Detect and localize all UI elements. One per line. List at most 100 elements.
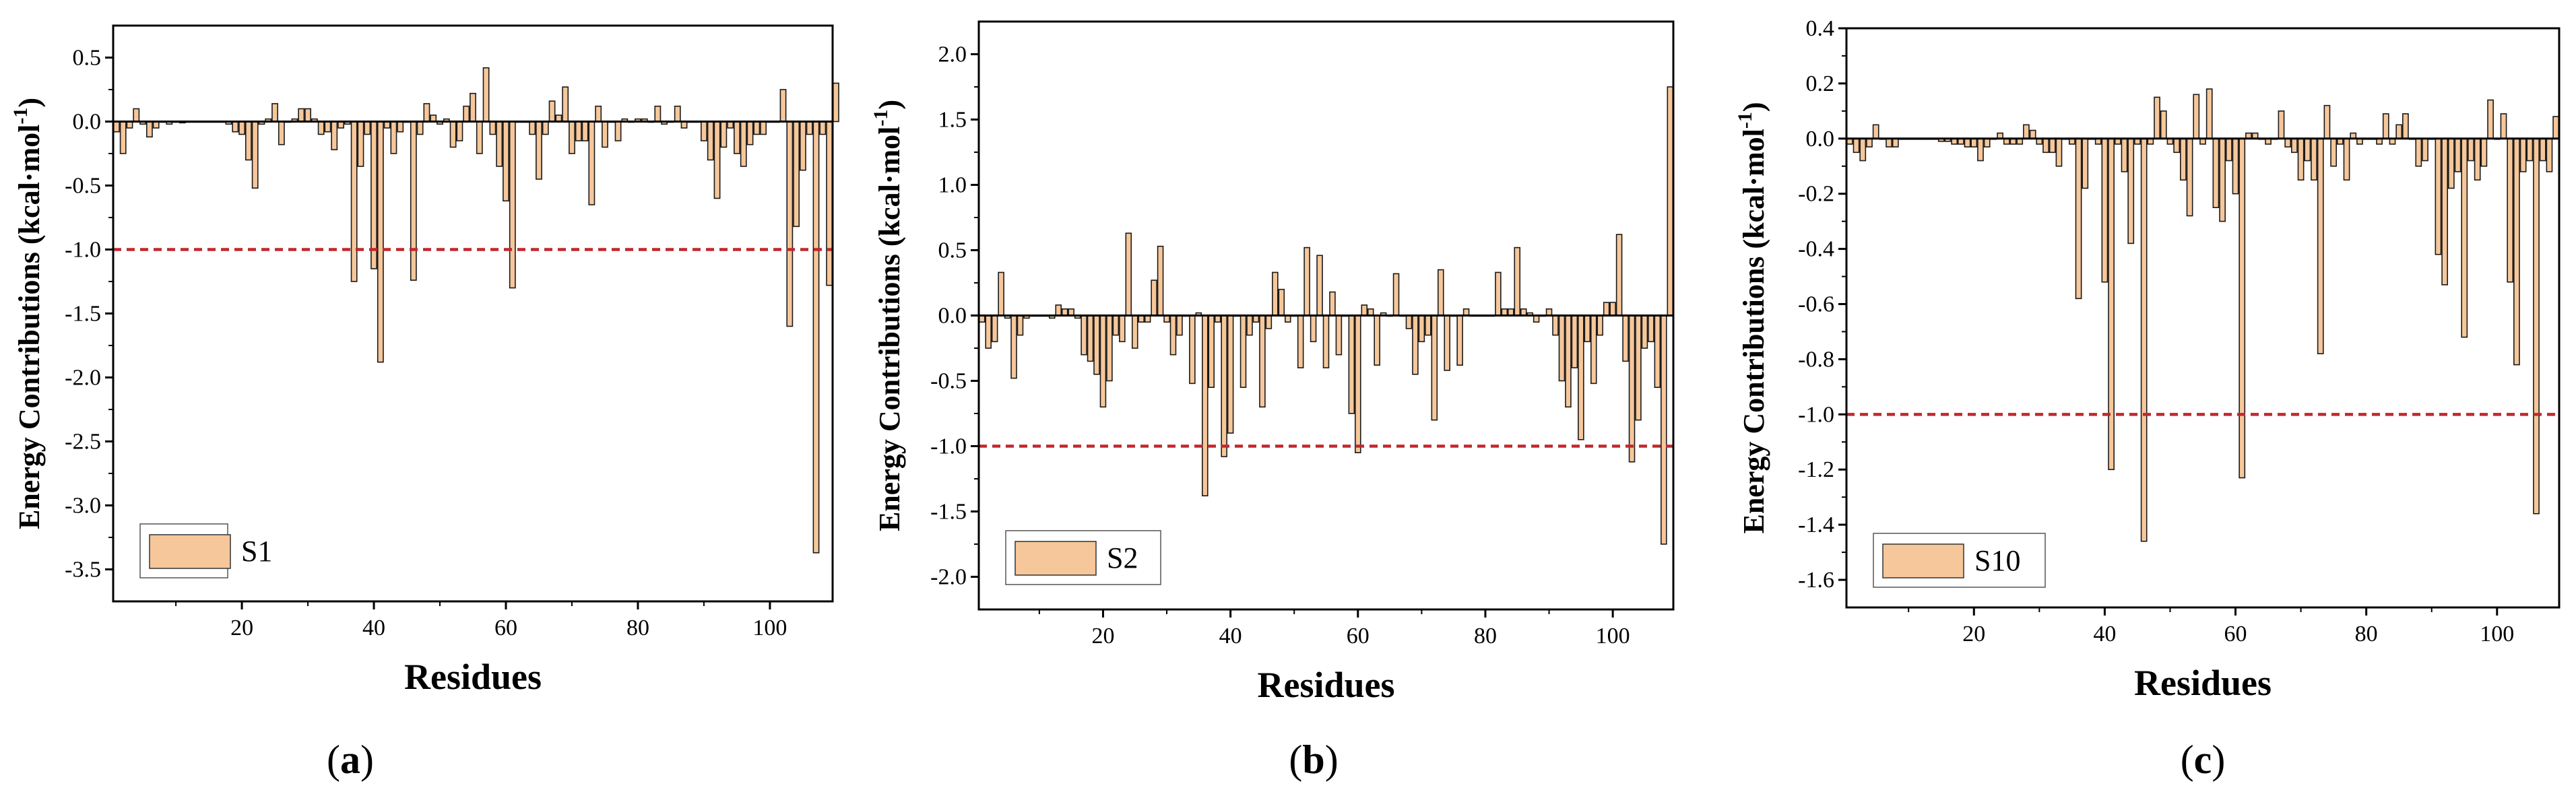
bar-residue-44: Residue 44: -0.38 <box>2127 138 2135 244</box>
bar-residue-51: Residue 51: -0.4 <box>1297 314 1304 368</box>
x-tick-label: 20 <box>1091 624 1114 649</box>
legend-swatch <box>149 534 231 569</box>
bar-residue-91: Residue 91: -0.15 <box>1552 314 1559 336</box>
bar-residue-67: Residue 67: 0.16 <box>548 100 556 123</box>
bar-residue-106: Residue 106: -0.1 <box>806 121 813 135</box>
x-tick-label: 60 <box>494 616 517 640</box>
bar-residue-96: Residue 96: -0.35 <box>740 121 747 167</box>
bar-residue-102: Residue 102: -0.52 <box>2507 138 2514 283</box>
bar-residue-37: Residue 37: -1.25 <box>350 121 358 282</box>
bar-residue-56: Residue 56: 0.18 <box>2205 88 2213 139</box>
bar-residue-91: Residue 91: -0.3 <box>707 121 714 161</box>
bar-residue-19: Residue 19: -0.45 <box>1093 314 1100 375</box>
bar-residue-54: Residue 54: 0.12 <box>463 105 470 123</box>
x-tick-label: 60 <box>1347 624 1370 649</box>
bar-residue-83: Residue 83: 0.09 <box>2382 113 2389 139</box>
bar-residue-106: Residue 106: -1.36 <box>2533 138 2540 515</box>
bar-residue-32: Residue 32: -0.05 <box>2049 138 2056 154</box>
bar-residue-20: Residue 20: -0.1 <box>238 121 245 135</box>
bar-residue-38: Residue 38: -0.35 <box>357 121 364 167</box>
bar-residue-73: Residue 73: -0.65 <box>588 121 595 205</box>
bar-residue-108: Residue 108: -0.12 <box>2546 138 2553 172</box>
y-tick-label: -2.0 <box>930 565 967 590</box>
bar-residue-99: Residue 99: 0.1 <box>1603 302 1610 317</box>
bar-residue-24: Residue 24: 0.63 <box>1125 232 1132 317</box>
bar-residue-48: Residue 48: 0.14 <box>423 103 430 123</box>
legend-swatch <box>1015 541 1097 576</box>
x-tick-label: 20 <box>1962 622 1985 646</box>
bar-residue-40: Residue 40: -1.15 <box>371 121 377 269</box>
bar-residue-36: Residue 36: -0.58 <box>2075 138 2082 300</box>
bar-residue-7: Residue 7: -0.15 <box>1017 314 1024 336</box>
y-tick-label: -0.8 <box>1798 347 1834 372</box>
bar-residue-104: Residue 104: -0.12 <box>2519 138 2527 172</box>
y-tick-label: 2.0 <box>938 42 967 67</box>
bar-residue-77: Residue 77: -0.15 <box>614 121 622 141</box>
bar-residue-52: Residue 52: 0.52 <box>1303 246 1310 317</box>
bar-residue-13: Residue 13: 0.08 <box>1055 304 1062 317</box>
bar-residue-105: Residue 105: -0.38 <box>799 121 806 171</box>
bar-residue-2: Residue 2: -0.25 <box>985 314 992 349</box>
bar-residue-110: Residue 110: 0.3 <box>832 82 839 123</box>
bar-residue-74: Residue 74: 0.12 <box>595 105 602 123</box>
bar-residue-65: Residue 65: -0.45 <box>536 121 542 180</box>
bar-residue-66: Residue 66: -0.1 <box>542 121 549 135</box>
bar-residue-68: Residue 68: -0.03 <box>2284 138 2292 147</box>
bar-residue-4: Residue 4: 0.33 <box>998 271 1004 317</box>
bar-residue-108: Residue 108: -0.1 <box>819 121 827 135</box>
bar-residue-40: Residue 40: -0.9 <box>1227 314 1234 434</box>
bar-residue-107: Residue 107: -0.08 <box>2539 138 2546 162</box>
bar-residue-43: Residue 43: -0.25 <box>390 121 397 154</box>
bar-residue-18: Residue 18: -0.35 <box>1087 314 1094 362</box>
bar-residue-92: Residue 92: -0.5 <box>1558 314 1566 382</box>
bar-residue-41: Residue 41: -1.88 <box>377 121 384 363</box>
bar-residue-71: Residue 71: -0.15 <box>1425 314 1431 336</box>
bar-residue-37: Residue 37: -0.18 <box>2082 138 2089 189</box>
bar-residue-20: Residue 20: -0.03 <box>1970 138 1978 147</box>
bar-residue-59: Residue 59: -0.08 <box>2225 138 2232 162</box>
bar-residue-22: Residue 22: -0.15 <box>1112 314 1120 336</box>
bar-residue-97: Residue 97: -0.18 <box>746 121 754 145</box>
bar-residue-7: Residue 7: -0.03 <box>1886 138 1892 147</box>
bar-residue-85: Residue 85: 0.52 <box>1514 246 1521 317</box>
bar-residue-105: Residue 105: -0.25 <box>1641 314 1648 349</box>
bar-residue-52: Residue 52: -0.15 <box>2180 138 2187 181</box>
bar-residue-58: Residue 58: -0.3 <box>2219 138 2226 222</box>
bar-residue-74: Residue 74: -0.42 <box>1444 314 1450 371</box>
bar-residue-29: Residue 29: 0.53 <box>1157 245 1164 317</box>
bar-residue-89: Residue 89: -0.08 <box>2422 138 2428 162</box>
bar-residue-109: Residue 109: 1.75 <box>1667 86 1674 317</box>
bar-residue-46: Residue 46: -1.46 <box>2140 138 2148 542</box>
bar-residue-85: Residue 85: 0.05 <box>2395 124 2403 139</box>
x-tick-label: 40 <box>1219 624 1242 649</box>
y-tick-label: -1.0 <box>65 238 101 263</box>
bar-residue-107: Residue 107: -3.37 <box>812 121 820 554</box>
bar-residue-95: Residue 95: -0.72 <box>2461 138 2468 338</box>
bar-residue-46: Residue 46: -0.1 <box>1265 314 1273 329</box>
bar-residue-53: Residue 53: -0.15 <box>456 121 463 141</box>
bar-residue-61: Residue 61: -1.23 <box>2239 138 2246 479</box>
y-axis-label: Energy Contributions (kcal·mol-1) <box>870 100 906 531</box>
bar-residue-98: Residue 98: -0.1 <box>2480 138 2488 167</box>
bar-residue-73: Residue 73: 0.35 <box>1437 269 1444 317</box>
bar-residue-42: Residue 42: -0.55 <box>1239 314 1247 388</box>
bar-residue-69: Residue 69: -0.05 <box>2291 138 2298 154</box>
bar-residue-91: Residue 91: -0.42 <box>2435 138 2442 255</box>
bar-residue-6: Residue 6: -0.48 <box>1010 314 1017 379</box>
bar-residue-93: Residue 93: -0.7 <box>1565 314 1572 408</box>
y-tick-label: -2.5 <box>65 430 101 455</box>
x-axis-label: Residues <box>2134 663 2272 703</box>
bar-residue-33: Residue 33: -0.08 <box>324 121 331 133</box>
bar-residue-96: Residue 96: -0.2 <box>1584 314 1591 343</box>
bar-residue-101: Residue 101: 0.09 <box>2500 113 2507 139</box>
bar-residue-92: Residue 92: -0.53 <box>2441 138 2449 286</box>
legend-label: S2 <box>1107 541 1138 574</box>
bar-residue-70: Residue 70: -0.25 <box>569 121 575 154</box>
bar-residue-63: Residue 63: -0.38 <box>1374 314 1380 366</box>
x-tick-label: 40 <box>362 616 385 640</box>
bar-residue-1: Residue 1: -0.08 <box>112 121 120 133</box>
bar-series: Residue 1: -0.05Residue 2: -0.25Residue … <box>978 86 1674 545</box>
bar-residue-54: Residue 54: 0.16 <box>2193 94 2200 139</box>
bar-residue-60: Residue 60: -0.62 <box>503 121 509 202</box>
bar-residue-69: Residue 69: -0.45 <box>1412 314 1419 375</box>
